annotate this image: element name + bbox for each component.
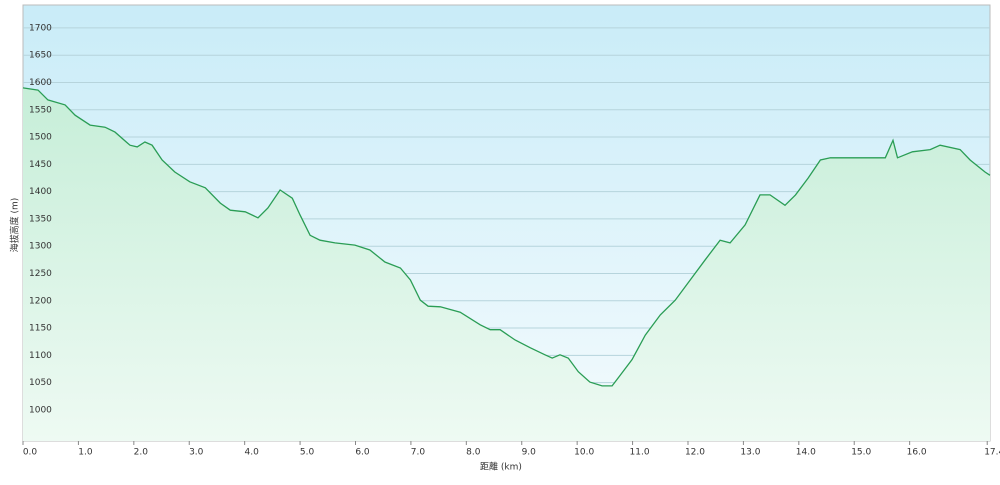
x-tick-label: 4.0 bbox=[244, 448, 259, 458]
y-tick-label: 1400 bbox=[29, 187, 52, 197]
x-tick-label: 3.0 bbox=[189, 448, 204, 458]
x-tick-label: 14.0 bbox=[796, 448, 816, 458]
y-tick-label: 1050 bbox=[29, 378, 52, 388]
x-tick-label: 8.0 bbox=[466, 448, 481, 458]
y-tick-label: 1450 bbox=[29, 160, 52, 170]
x-tick-label: 15.0 bbox=[851, 448, 871, 458]
x-tick-label: 10.0 bbox=[574, 448, 594, 458]
y-tick-label: 1600 bbox=[29, 78, 52, 88]
y-tick-label: 1150 bbox=[29, 324, 52, 334]
y-tick-label: 1350 bbox=[29, 214, 52, 224]
y-tick-label: 1700 bbox=[29, 23, 52, 33]
x-axis-label: 距離 (km) bbox=[480, 461, 522, 473]
x-tick-label: 5.0 bbox=[300, 448, 315, 458]
area bbox=[23, 87, 990, 442]
x-tick-label: 7.0 bbox=[411, 448, 426, 458]
y-tick-label: 1000 bbox=[29, 405, 52, 415]
x-tick-label: 2.0 bbox=[134, 448, 149, 458]
y-tick-label: 1200 bbox=[29, 296, 52, 306]
y-tick-label: 1650 bbox=[29, 51, 52, 61]
line bbox=[22, 87, 991, 387]
x-tick-label: 1.0 bbox=[78, 448, 93, 458]
y-tick-label: 1250 bbox=[29, 269, 52, 279]
x-tick-label: 9.0 bbox=[522, 448, 537, 458]
x-tick-label: 0.0 bbox=[23, 448, 38, 458]
x-tick-label: 13.0 bbox=[740, 448, 760, 458]
y-tick-label: 1100 bbox=[29, 351, 52, 361]
y-tick-label: 1300 bbox=[29, 242, 52, 252]
x-tick-label: 6.0 bbox=[355, 448, 370, 458]
x-tick-label: 16.0 bbox=[907, 448, 927, 458]
y-tick-label: 1550 bbox=[29, 105, 52, 115]
y-tick-label: 1500 bbox=[29, 133, 52, 143]
x-tick-label: 12.0 bbox=[685, 448, 705, 458]
x-tick-label: 17.4 bbox=[984, 448, 1000, 458]
y-axis-label: 海拔高度 (m) bbox=[9, 198, 21, 253]
x-tick-label: 11.0 bbox=[630, 448, 650, 458]
